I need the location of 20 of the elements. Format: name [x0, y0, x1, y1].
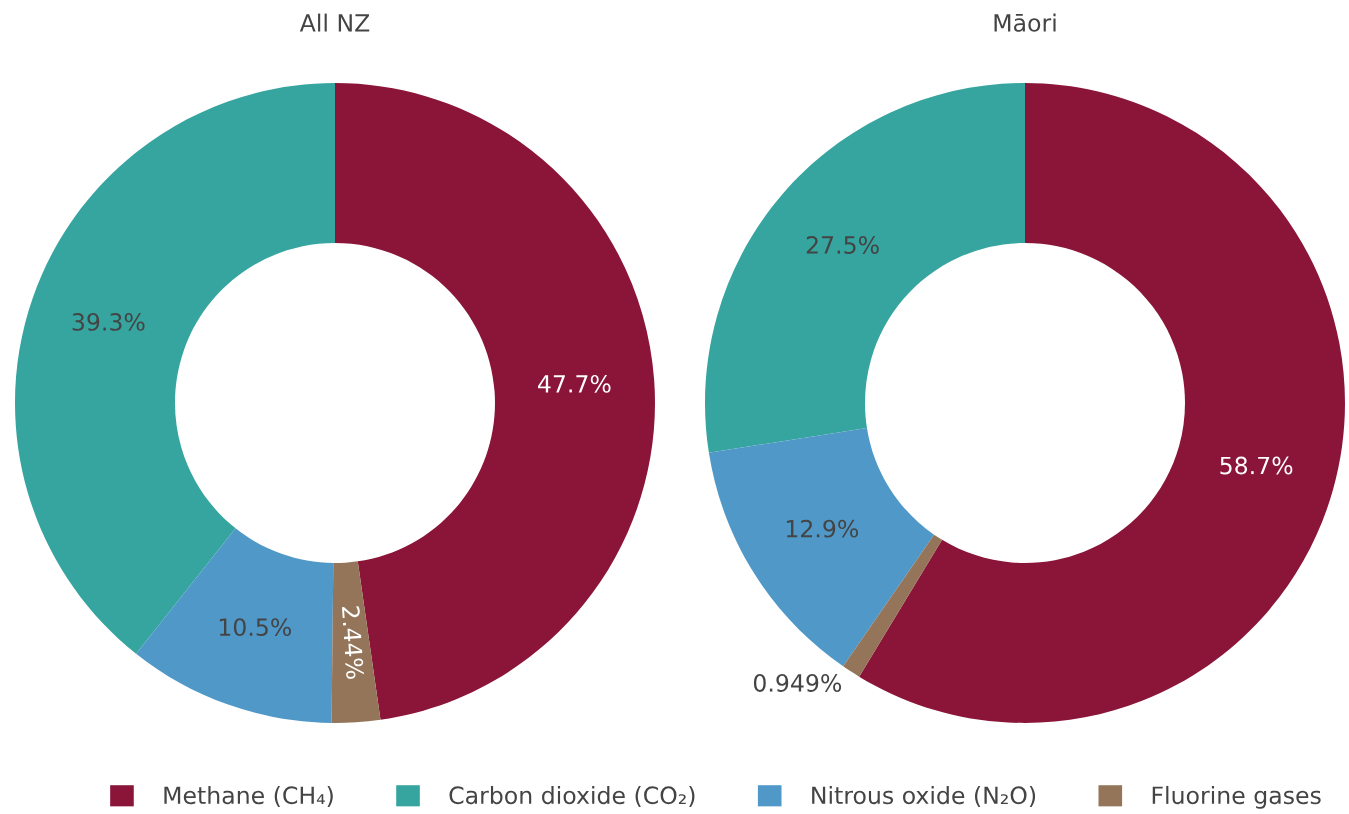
- donut-slice: [15, 83, 335, 654]
- donut-slice: [705, 83, 1025, 453]
- legend-label: Carbon dioxide (CO₂): [449, 785, 695, 807]
- legend-label: Fluorine gases: [1152, 785, 1321, 809]
- data-label: 2.44%: [341, 606, 365, 680]
- donut-slice: [335, 83, 655, 720]
- data-label: 39.3%: [72, 312, 145, 331]
- legend-label: Methane (CH₄): [164, 785, 333, 807]
- data-label: 27.5%: [806, 236, 879, 254]
- legend-label: Nitrous oxide (N₂O): [812, 785, 1036, 807]
- data-label: 12.9%: [786, 519, 859, 538]
- donut-slice: [331, 561, 381, 723]
- donut-slice: [136, 528, 334, 723]
- data-label: 58.7%: [1220, 456, 1293, 475]
- chart-title: All NZ: [299, 13, 370, 32]
- data-label: 47.7%: [538, 374, 611, 393]
- donut-slice: [708, 427, 935, 667]
- data-label: 10.5%: [219, 618, 291, 637]
- data-label: 0.949%: [753, 674, 842, 692]
- chart-title: Māori: [994, 13, 1056, 32]
